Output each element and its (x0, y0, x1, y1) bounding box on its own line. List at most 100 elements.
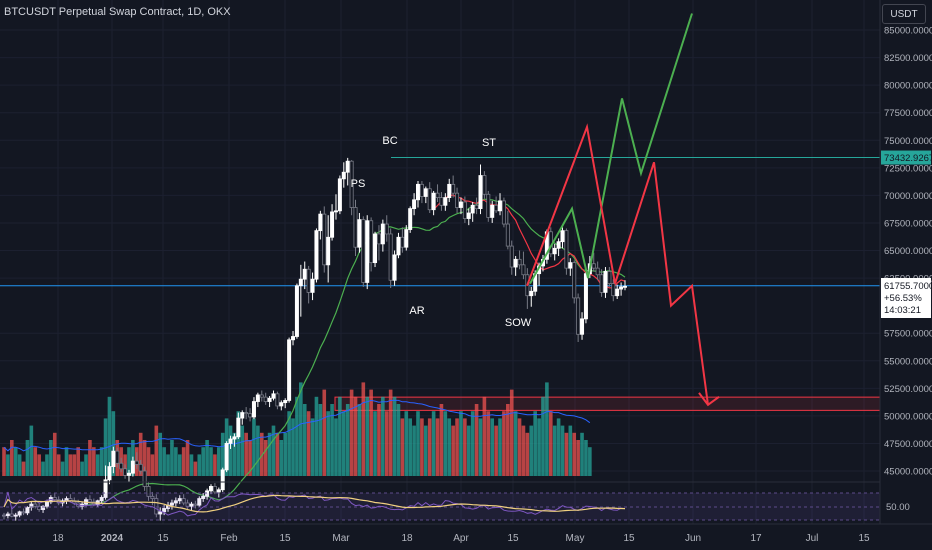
volume-bar (584, 440, 588, 476)
volume-bar (41, 461, 45, 476)
volume-bar (400, 418, 405, 476)
candle-body (208, 486, 213, 492)
volume-bar (588, 447, 592, 476)
volume-bar (33, 447, 38, 476)
candle-body (111, 450, 116, 467)
candle-body (591, 263, 596, 269)
candle-body (611, 283, 616, 297)
volume-bar (334, 418, 338, 476)
volume-bar (13, 447, 18, 476)
volume-bar (548, 411, 553, 476)
volume-bar (482, 396, 487, 476)
volume-bar (256, 425, 260, 476)
candle-body (291, 336, 296, 341)
volume-bar (568, 425, 573, 476)
candle-body (173, 500, 178, 504)
volume-bar (213, 454, 217, 476)
volume-bar (103, 418, 108, 476)
candle-body (552, 247, 557, 255)
volume-bar (302, 404, 307, 476)
volume-bar (2, 447, 6, 476)
time-tick-label: Mar (332, 533, 350, 544)
volume-bar (310, 418, 315, 476)
candle-body (306, 268, 311, 293)
annotation-ps: PS (351, 178, 366, 190)
volume-bar (447, 418, 452, 476)
volume-bar (357, 404, 362, 476)
candle-body (576, 297, 581, 335)
time-tick-label: 18 (401, 533, 413, 544)
volume-bar (181, 447, 186, 476)
candle-body (115, 450, 120, 464)
volume-bar (556, 418, 561, 476)
candle-body (376, 233, 381, 245)
volume-bar (384, 411, 389, 476)
candle-body (517, 258, 522, 266)
time-tick-label: 15 (858, 533, 870, 544)
time-tick-label: Apr (453, 533, 469, 544)
candle-body (408, 208, 413, 230)
candle-body (298, 278, 303, 287)
candle-body (388, 233, 393, 281)
volume-bar (84, 454, 88, 476)
volume-bar (388, 389, 393, 476)
candle-body (462, 201, 467, 219)
candle-body (5, 513, 10, 517)
candle-body (259, 394, 264, 398)
price-tick-label: 45000.0000 (884, 467, 932, 478)
last-price-label: 61755.7000 (884, 281, 932, 292)
volume-bar (525, 432, 530, 476)
volume-bar (451, 425, 455, 476)
volume-bar (248, 440, 252, 476)
volume-bar (162, 447, 166, 476)
candle-body (123, 468, 128, 476)
candle-body (595, 267, 600, 276)
volume-bar (228, 425, 233, 476)
currency-button[interactable]: USDT (882, 4, 926, 24)
candle-body (2, 514, 7, 517)
candle-body (267, 397, 272, 402)
volume-bar (498, 418, 502, 476)
volume-bar (263, 440, 268, 476)
candle-body (458, 201, 463, 208)
bullish-projection-path (529, 13, 693, 285)
candle-body (212, 486, 217, 493)
time-tick-label: 2024 (101, 533, 124, 544)
oscillator-level-label: 50.00 (886, 502, 910, 513)
candle-body (283, 400, 288, 404)
candle-body (310, 278, 315, 293)
volume-bar (138, 432, 143, 476)
volume-bar (299, 382, 303, 476)
volume-bar (25, 440, 30, 476)
volume-bar (111, 411, 116, 476)
volume-bar (545, 382, 549, 476)
candle-body (568, 262, 573, 269)
candle-body (318, 213, 323, 232)
candle-body (33, 503, 38, 507)
annotation-st: ST (482, 137, 496, 149)
volume-bar (326, 411, 330, 476)
candle-body (486, 193, 491, 218)
candle-body (236, 417, 241, 438)
candle-body (154, 498, 159, 515)
price-axis[interactable]: 85000.0000 82500.0000 80000.0000 77500.0000… (879, 0, 932, 524)
volume-bar (377, 404, 381, 476)
candle-body (205, 490, 210, 497)
volume-bar (236, 411, 241, 476)
candle-body (599, 274, 604, 293)
volume-bar (431, 411, 436, 476)
candle-body (103, 479, 108, 498)
volume-bar (95, 454, 100, 476)
candle-body (130, 460, 135, 474)
candle-body (255, 394, 260, 402)
time-axis[interactable]: 18 2024 15 Feb 15 Mar 18 Apr 15 May 15 Jun 17 Jul 15 (0, 523, 932, 544)
volume-bar (37, 454, 41, 476)
candle-body (322, 213, 327, 266)
candle-body (228, 438, 233, 444)
ma-green-line (78, 198, 626, 508)
volume-bar (513, 411, 518, 476)
candle-body (162, 508, 167, 513)
candle-body (529, 290, 534, 297)
price-tick-label: 72500.0000 (884, 163, 932, 174)
